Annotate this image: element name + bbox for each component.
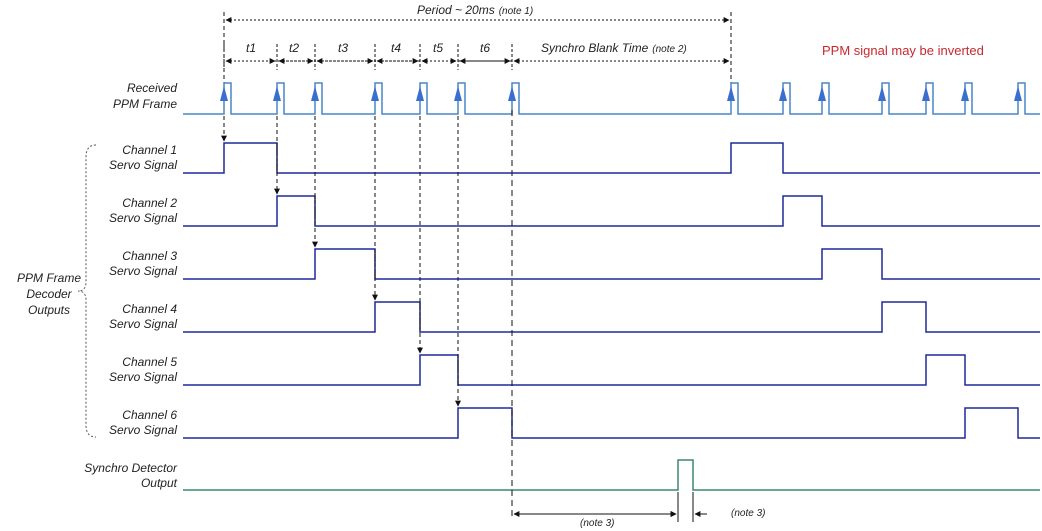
synchro-label: Synchro Detector: [84, 461, 178, 475]
inverted-note: PPM signal may be inverted: [822, 43, 984, 58]
ppm-label: Received: [127, 81, 177, 95]
ppm-edge-arrow: [371, 86, 379, 101]
ppm-edge-arrow: [508, 86, 516, 101]
decoder-outputs-label: PPM Frame Decoder Outputs: [17, 271, 81, 317]
channel-3-waveform: [183, 248, 1040, 280]
ppm-edge-arrow: [311, 86, 319, 101]
synchro-waveform: [183, 459, 1040, 491]
trigger-cascade: [221, 116, 461, 407]
ppm-edge-arrow: [454, 86, 462, 101]
channel-3-label: Channel 3: [122, 249, 177, 263]
interval-label-t1: t1: [246, 41, 256, 55]
channel-4-label: Channel 4: [122, 302, 177, 316]
ppm-edge-arrow: [1014, 86, 1022, 101]
channel-3-label: Servo Signal: [109, 264, 177, 278]
ppm-label: PPM Frame: [113, 97, 177, 111]
ppm-edge-arrow: [818, 86, 826, 101]
channel-2-waveform: [183, 195, 1040, 227]
ppm-edge-arrow: [416, 86, 424, 101]
channel-5-label: Channel 5: [122, 355, 177, 369]
svg-text:Decoder: Decoder: [26, 287, 72, 301]
note3-right: (note 3): [731, 508, 765, 519]
interval-label-t4: t4: [391, 41, 401, 55]
channel-6-label: Servo Signal: [109, 423, 177, 437]
channel-1-label: Channel 1: [122, 143, 177, 157]
note3-dimensions: (note 3) (note 3): [511, 110, 765, 529]
ppm-edge-arrow: [220, 86, 228, 101]
decoder-outputs-brace: [77, 144, 97, 438]
channel-6-label: Channel 6: [122, 408, 177, 422]
note3-left: (note 3): [580, 518, 614, 529]
channel-1-waveform: [183, 142, 1040, 174]
interval-label-t2: t2: [289, 41, 299, 55]
ppm-edge-arrow: [878, 86, 886, 101]
channel-5-label: Servo Signal: [109, 370, 177, 384]
interval-label-t5: t5: [433, 41, 443, 55]
channel-2-label: Servo Signal: [109, 211, 177, 225]
channel-4-waveform: [183, 301, 1040, 333]
period-label: Period ~ 20ms (note 1): [417, 3, 533, 17]
interval-label-t3: t3: [338, 41, 348, 55]
channel-6-waveform: [183, 407, 1040, 439]
servo-waveforms: [183, 142, 1040, 439]
ppm-edge-arrow: [727, 86, 735, 101]
ppm-edge-markers: [220, 86, 1022, 101]
interval-dimensions: t1 t2 t3 t4 t5 t6 Synchro Blank Time (not…: [223, 41, 730, 70]
ppm-edge-arrow: [922, 86, 930, 101]
channel-2-label: Channel 2: [122, 196, 177, 210]
synchro-label: Output: [141, 476, 178, 490]
ppm-edge-arrow: [273, 86, 281, 101]
channel-1-label: Servo Signal: [109, 158, 177, 172]
channel-4-label: Servo Signal: [109, 317, 177, 331]
channel-5-waveform: [183, 354, 1040, 386]
interval-label-t6: t6: [480, 41, 490, 55]
ppm-edge-arrow: [961, 86, 969, 101]
row-labels: Received PPM Frame Channel 1 Servo Signa…: [84, 81, 178, 490]
period-dimension: Period ~ 20ms (note 1): [223, 3, 732, 115]
synchro-blank-label: Synchro Blank Time (note 2): [541, 41, 687, 55]
svg-text:PPM Frame: PPM Frame: [17, 271, 81, 285]
svg-text:Outputs: Outputs: [28, 303, 70, 317]
ppm-edge-arrow: [779, 86, 787, 101]
ppm-waveform: [183, 82, 1040, 115]
